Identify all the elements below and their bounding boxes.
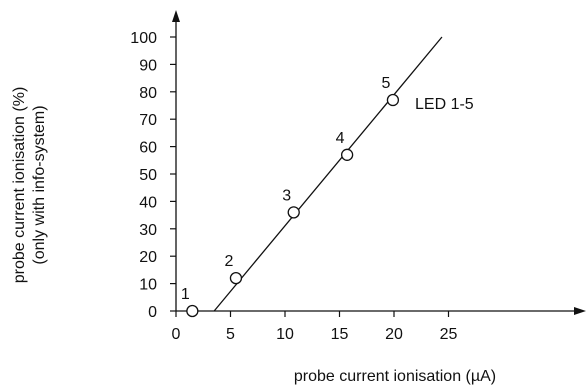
y-tick-label: 0 [148,304,157,321]
x-axis-arrow [574,307,586,315]
point-label: 5 [381,75,390,92]
x-tick-label: 5 [226,326,235,343]
data-point [340,148,354,161]
y-axis-arrow [172,10,180,22]
y-tick-label: 50 [139,167,157,184]
data-point [287,206,300,219]
y-tick-label: 90 [139,57,157,74]
trend-line [213,36,443,312]
series-label: LED 1-5 [415,96,474,113]
x-tick-label: 10 [276,326,294,343]
y-tick-label: 100 [130,30,157,47]
y-tick-label: 60 [139,140,157,157]
x-axis-label: probe current ionisation (µA) [294,368,496,385]
y-ticks: 0 10 20 30 40 50 60 70 80 90 100 [130,30,176,321]
y-tick-label: 10 [139,277,157,294]
x-tick-label: 25 [440,326,458,343]
axes [172,10,586,315]
y-tick-label: 30 [139,222,157,239]
y-axis-label-line-2: (only with info-system) [31,105,48,264]
y-axis-label-line-1: probe current ionisation (%) [11,87,28,284]
x-tick-label: 15 [331,326,349,343]
data-point [386,93,400,107]
data-point [229,271,243,285]
y-tick-label: 40 [139,194,157,211]
point-label: 2 [224,253,233,270]
point-label: 4 [336,130,345,147]
point-label: 3 [282,187,291,204]
data-point [186,304,199,318]
x-tick-label: 20 [385,326,403,343]
x-tick-label: 0 [172,326,181,343]
series: 1 2 3 4 5 [181,36,443,318]
x-ticks: 0 5 10 15 20 25 [172,311,458,343]
point-label: 1 [181,286,190,303]
y-tick-label: 20 [139,249,157,266]
y-tick-label: 80 [139,85,157,102]
y-tick-label: 70 [139,112,157,129]
